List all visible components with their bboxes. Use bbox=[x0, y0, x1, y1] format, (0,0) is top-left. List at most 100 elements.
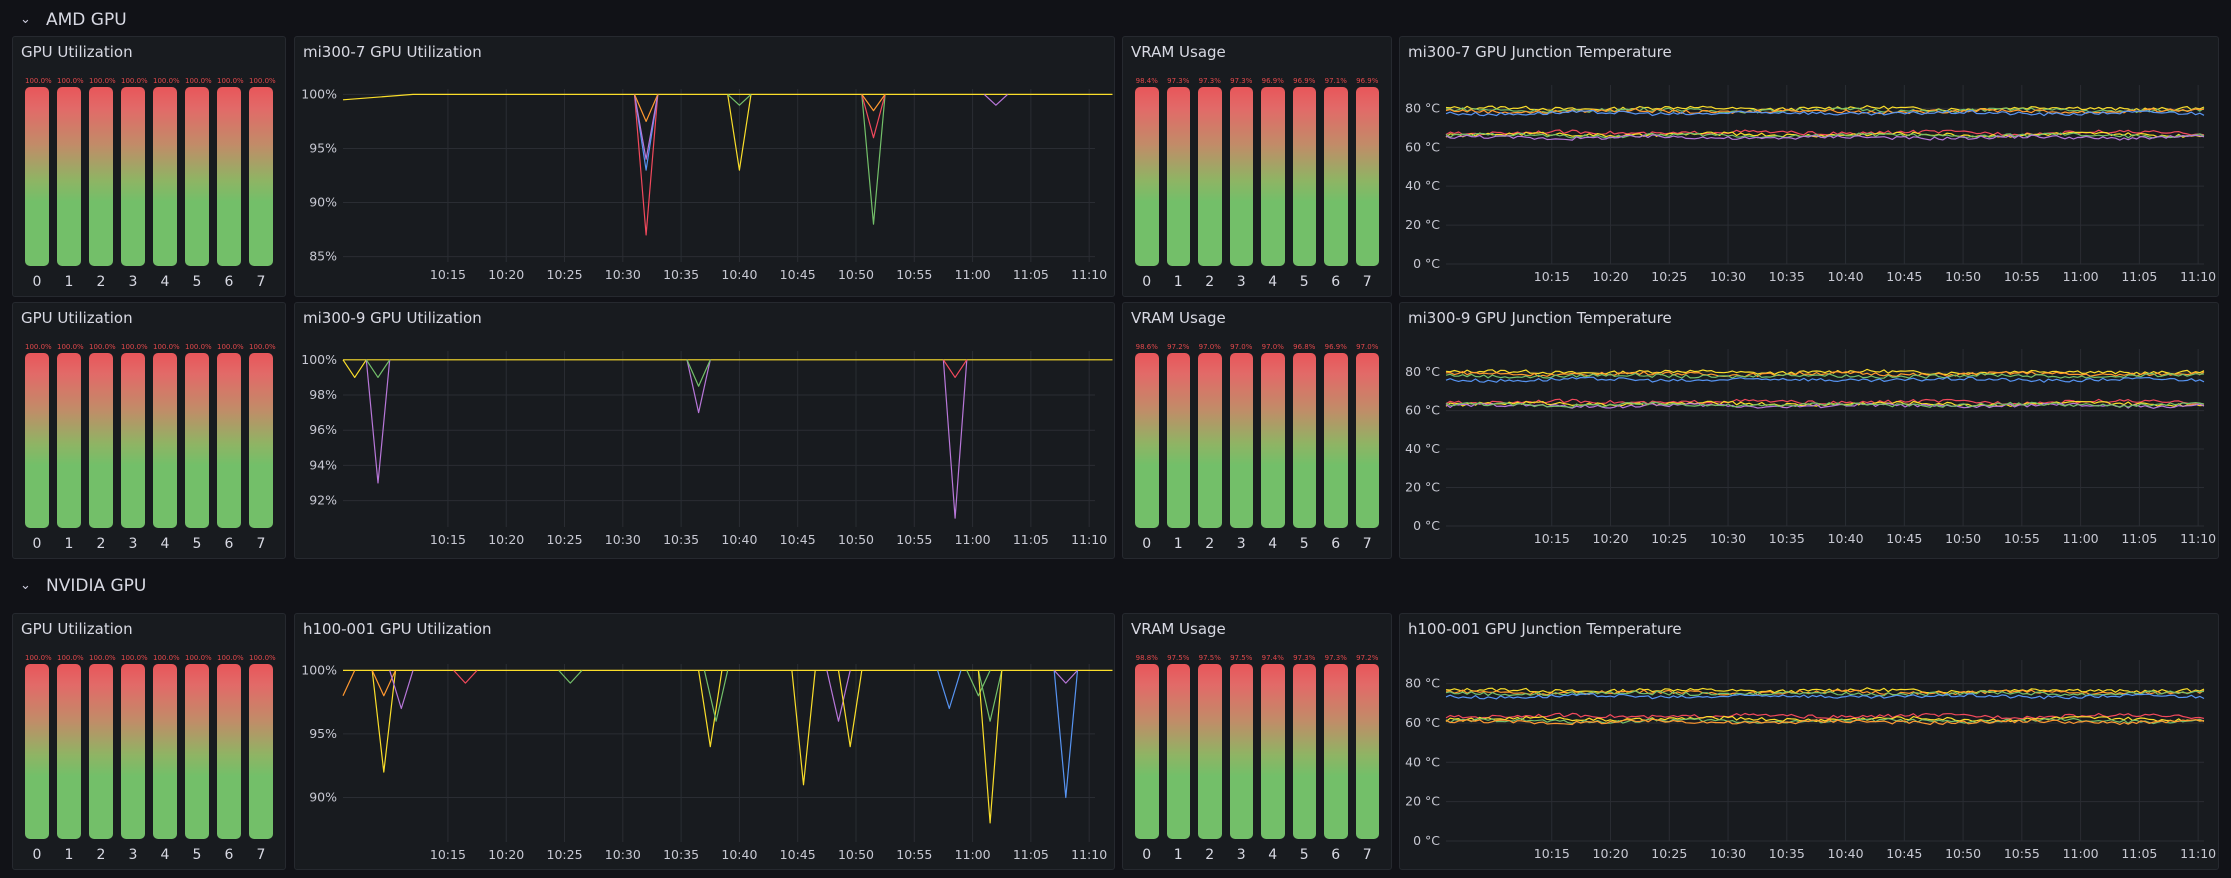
gauge-bar-6: 100.0% 6 bbox=[217, 654, 244, 863]
chevron-down-icon[interactable]: ⌄ bbox=[20, 577, 31, 593]
x-tick-label: 10:25 bbox=[1651, 846, 1687, 861]
series-line bbox=[1445, 693, 2205, 700]
x-tick-label: 11:00 bbox=[955, 267, 991, 282]
gauge-bar-3: 97.5% 3 bbox=[1229, 654, 1253, 863]
gauge-value: 100.0% bbox=[121, 654, 148, 662]
gauge-bar-5: 100.0% 5 bbox=[185, 343, 212, 552]
gauge-fill bbox=[249, 353, 273, 528]
util-timeseries-panel[interactable]: mi300-7 GPU Utilization 10:15 10:20 10:25 1… bbox=[294, 36, 1115, 297]
gauge-value: 100.0% bbox=[121, 343, 148, 351]
x-tick-label: 10:35 bbox=[1769, 846, 1805, 861]
gauge-label: 4 bbox=[1268, 536, 1278, 552]
x-tick-label: 10:30 bbox=[1710, 531, 1746, 546]
x-tick-label: 10:45 bbox=[780, 267, 816, 282]
vram-usage-panel[interactable]: VRAM Usage 98.4% 0 97.3% 1 97.3% 2 97.3% 3 96.9%… bbox=[1122, 36, 1392, 297]
gauge-value: 97.5% bbox=[1198, 654, 1221, 662]
gpu-utilization-panel[interactable]: GPU Utilization 100.0% 0 100.0% 1 100.0% 2 100… bbox=[12, 613, 286, 870]
gauge-fill bbox=[1261, 664, 1285, 839]
x-tick-label: 10:15 bbox=[1534, 846, 1570, 861]
gauge-value: 96.9% bbox=[1356, 77, 1379, 85]
util-timeseries-panel[interactable]: h100-001 GPU Utilization 10:15 10:20 10:25… bbox=[294, 613, 1115, 870]
x-tick-label: 10:55 bbox=[896, 267, 932, 282]
gauge-label: 6 bbox=[224, 536, 234, 552]
gpu-utilization-panel[interactable]: GPU Utilization 100.0% 0 100.0% 1 100.0% 2 100… bbox=[12, 302, 286, 559]
series-line bbox=[558, 669, 583, 684]
gauge-value: 100.0% bbox=[249, 654, 276, 662]
util-chart-svg[interactable]: 10:15 10:20 10:25 10:30 10:35 10:40 10:45 10:50… bbox=[295, 614, 1115, 870]
temp-chart-svg[interactable]: 10:15 10:20 10:25 10:30 10:35 10:40 10:45 10:50… bbox=[1400, 37, 2219, 297]
gauge-bar-3: 97.3% 3 bbox=[1229, 77, 1253, 290]
gauge-label: 4 bbox=[160, 536, 170, 552]
y-tick-label: 92% bbox=[309, 493, 337, 508]
gauge-fill bbox=[1261, 87, 1285, 266]
gpu-utilization-panel[interactable]: GPU Utilization 100.0% 0 100.0% 1 100.0% 2 100… bbox=[12, 36, 286, 297]
gauge-fill bbox=[153, 664, 177, 839]
gauge-label: 4 bbox=[1268, 274, 1278, 290]
gauge-label: 6 bbox=[224, 274, 234, 290]
util-timeseries-panel[interactable]: mi300-9 GPU Utilization 10:15 10:20 10:25 1… bbox=[294, 302, 1115, 559]
gauge-bar-7: 100.0% 7 bbox=[249, 343, 276, 552]
gauge-value: 100.0% bbox=[153, 77, 180, 85]
gauge-bar-6: 100.0% 6 bbox=[217, 77, 244, 290]
gauge-value: 100.0% bbox=[249, 343, 276, 351]
series-line bbox=[1445, 687, 2205, 694]
gauge-value: 100.0% bbox=[217, 343, 244, 351]
chevron-down-icon[interactable]: ⌄ bbox=[20, 11, 31, 27]
gauge-fill bbox=[89, 664, 113, 839]
gauge-label: 2 bbox=[1205, 847, 1215, 863]
temp-timeseries-panel[interactable]: h100-001 GPU Junction Temperature 10:15 1… bbox=[1399, 613, 2219, 870]
row-header-amd[interactable]: ⌄ AMD GPU bbox=[20, 5, 127, 35]
gauge-fill bbox=[25, 353, 49, 528]
y-tick-label: 85% bbox=[309, 249, 337, 264]
gauge-label: 3 bbox=[1236, 536, 1246, 552]
gauge-value: 100.0% bbox=[57, 343, 84, 351]
gauge-value: 96.9% bbox=[1293, 77, 1316, 85]
gauge-fill bbox=[57, 664, 81, 839]
x-tick-label: 10:30 bbox=[605, 847, 641, 862]
gauge-value: 97.5% bbox=[1167, 654, 1190, 662]
gauge-bar-7: 96.9% 7 bbox=[1355, 77, 1379, 290]
x-tick-label: 10:15 bbox=[430, 532, 466, 547]
temp-chart-svg[interactable]: 10:15 10:20 10:25 10:30 10:35 10:40 10:45 10:50… bbox=[1400, 303, 2219, 559]
x-tick-label: 10:50 bbox=[1945, 269, 1981, 284]
series-line bbox=[861, 94, 886, 112]
gauge-bar-7: 97.0% 7 bbox=[1355, 343, 1379, 552]
util-chart-svg[interactable]: 10:15 10:20 10:25 10:30 10:35 10:40 10:45 10:50… bbox=[295, 303, 1115, 559]
series-line bbox=[861, 94, 886, 225]
temp-timeseries-panel[interactable]: mi300-7 GPU Junction Temperature 10:15 10… bbox=[1399, 36, 2219, 297]
x-tick-label: 10:40 bbox=[721, 847, 757, 862]
series-line bbox=[1445, 105, 2205, 112]
gauge-fill bbox=[1135, 664, 1159, 839]
series-line bbox=[1445, 401, 2205, 408]
gauge-label: 6 bbox=[1331, 274, 1341, 290]
x-tick-label: 10:40 bbox=[721, 267, 757, 282]
x-tick-label: 10:30 bbox=[1710, 846, 1746, 861]
x-tick-label: 10:25 bbox=[547, 267, 583, 282]
x-tick-label: 10:40 bbox=[1828, 846, 1864, 861]
x-tick-label: 10:25 bbox=[1651, 531, 1687, 546]
x-tick-label: 10:15 bbox=[1534, 531, 1570, 546]
row-title-amd: AMD GPU bbox=[46, 10, 127, 30]
vram-usage-panel[interactable]: VRAM Usage 98.8% 0 97.5% 1 97.5% 2 97.5% 3 97.4%… bbox=[1122, 613, 1392, 870]
vram-usage-panel[interactable]: VRAM Usage 98.6% 0 97.2% 1 97.0% 2 97.0% 3 97.0%… bbox=[1122, 302, 1392, 559]
temp-timeseries-panel[interactable]: mi300-9 GPU Junction Temperature 10:15 10… bbox=[1399, 302, 2219, 559]
series-line bbox=[937, 670, 962, 710]
panel-title: mi300-7 GPU Utilization bbox=[303, 43, 482, 61]
gauge-fill bbox=[185, 664, 209, 839]
gauge-bar-0: 100.0% 0 bbox=[25, 77, 52, 290]
gauge-fill bbox=[249, 87, 273, 266]
series-line bbox=[1445, 108, 2205, 115]
bar-gauge: 98.4% 0 97.3% 1 97.3% 2 97.3% 3 96.9% 4 96.9% 5 97.1… bbox=[1131, 77, 1383, 290]
gauge-value: 96.8% bbox=[1293, 343, 1316, 351]
x-tick-label: 10:25 bbox=[1651, 269, 1687, 284]
gauge-bar-6: 97.1% 6 bbox=[1324, 77, 1348, 290]
bar-gauge: 100.0% 0 100.0% 1 100.0% 2 100.0% 3 100.0% 4 100.0… bbox=[21, 343, 277, 552]
gauge-bar-4: 100.0% 4 bbox=[153, 343, 180, 552]
x-tick-label: 10:40 bbox=[721, 532, 757, 547]
temp-chart-svg[interactable]: 10:15 10:20 10:25 10:30 10:35 10:40 10:45 10:50… bbox=[1400, 614, 2219, 870]
x-tick-label: 11:00 bbox=[2063, 531, 2099, 546]
util-chart-svg[interactable]: 10:15 10:20 10:25 10:30 10:35 10:40 10:45 10:50… bbox=[295, 37, 1115, 297]
row-header-nvidia[interactable]: ⌄ NVIDIA GPU bbox=[20, 571, 146, 601]
gauge-bar-0: 100.0% 0 bbox=[25, 343, 52, 552]
series-line bbox=[698, 670, 723, 748]
